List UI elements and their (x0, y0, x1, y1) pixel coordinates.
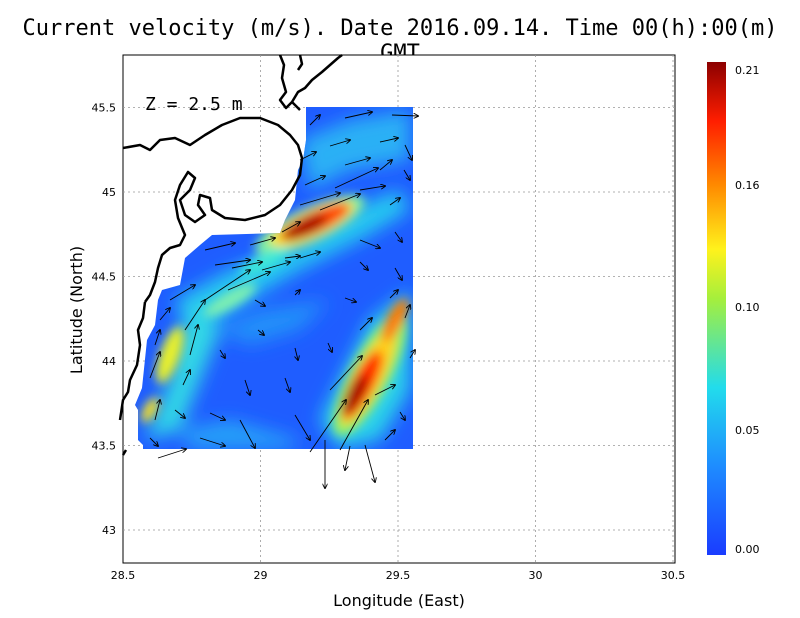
velocity-arrow (174, 409, 185, 418)
x-tick-label: 30.5 (661, 569, 686, 582)
velocity-arrow (294, 414, 310, 440)
velocity-arrow (227, 272, 270, 291)
colorbar-tick-label: 0.21 (735, 64, 760, 77)
velocity-arrow (374, 385, 395, 396)
velocity-arrow (344, 158, 370, 166)
velocity-arrow (204, 270, 250, 301)
velocity-arrow (334, 168, 378, 189)
velocity-arrow (184, 300, 205, 331)
velocity-arrow (403, 169, 410, 180)
velocity-arrow (391, 115, 418, 116)
velocity-arrow (214, 260, 250, 266)
x-tick-label: 30 (529, 569, 543, 582)
colorbar-tick-label: 0.16 (735, 179, 760, 192)
velocity-arrow (319, 194, 360, 211)
velocity-arrow (219, 349, 225, 358)
map-title: Current velocity (m/s). Date 2016.09.14.… (22, 16, 778, 66)
velocity-arrow (295, 347, 298, 360)
velocity-arrow (149, 352, 160, 379)
velocity-arrow (189, 325, 198, 356)
velocity-arrow (249, 238, 275, 246)
velocity-arrow (299, 152, 316, 161)
velocity-arrow (257, 329, 264, 335)
velocity-arrow (169, 285, 195, 301)
velocity-arrow (154, 330, 160, 346)
velocity-arrow (399, 411, 405, 420)
velocity-arrow (379, 138, 398, 143)
velocity-arrow (231, 262, 262, 269)
velocity-arrow (204, 243, 235, 251)
y-tick-label: 44 (102, 355, 116, 368)
velocity-arrow (359, 261, 368, 270)
x-tick-label: 29 (254, 569, 268, 582)
velocity-arrow (239, 419, 255, 448)
velocity-arrow (281, 222, 300, 233)
x-tick-label: 29.5 (386, 569, 411, 582)
velocity-arrow (182, 370, 190, 386)
colorbar-tick-label: 0.05 (735, 424, 760, 437)
velocity-arrow (199, 437, 225, 446)
velocity-arrow (304, 176, 325, 186)
velocity-arrow (389, 198, 400, 206)
velocity-arrow (339, 400, 368, 451)
velocity-arrow (209, 412, 225, 420)
y-tick-labels: 43 43.5 44 44.5 45 45.5 (92, 102, 117, 538)
y-axis-label: Latitude (North) (67, 246, 86, 374)
velocity-arrow (157, 449, 186, 459)
velocity-arrow (344, 112, 372, 119)
colorbar-tick-label: 0.10 (735, 301, 760, 314)
velocity-arrow (359, 186, 385, 191)
y-tick-label: 43.5 (92, 440, 117, 453)
velocity-arrow (359, 239, 380, 248)
velocity-arrow (254, 299, 265, 306)
velocity-arrow (389, 290, 398, 299)
x-axis-label: Longitude (East) (333, 591, 465, 610)
y-tick-label: 44.5 (92, 271, 117, 284)
velocity-arrow (244, 379, 250, 395)
velocity-arrow (149, 437, 158, 446)
velocity-arrow (294, 290, 300, 296)
velocity-arrow (309, 400, 346, 453)
velocity-arrow (344, 297, 356, 302)
velocity-arrow (394, 267, 402, 280)
velocity-arrow (359, 318, 372, 331)
velocity-arrow (404, 305, 410, 319)
velocity-arrow (404, 144, 412, 160)
velocity-arrow (284, 256, 300, 258)
velocity-arrows (149, 112, 418, 488)
velocity-arrow (154, 400, 160, 421)
colorbar-tick-label: 0.00 (735, 543, 760, 556)
velocity-arrow (379, 160, 392, 171)
velocity-arrow (394, 231, 402, 242)
colorbar (707, 62, 726, 555)
y-tick-label: 43 (102, 524, 116, 537)
velocity-arrow (329, 356, 362, 391)
velocity-arrow (345, 445, 351, 470)
velocity-arrow (364, 444, 375, 482)
y-tick-label: 45 (102, 186, 116, 199)
velocity-arrow (329, 140, 350, 147)
depth-label: Z = 2.5 m (145, 94, 243, 115)
velocity-arrow (299, 193, 340, 206)
colorbar-tick-labels: 0.00 0.05 0.10 0.16 0.21 (735, 64, 760, 556)
velocity-arrow (309, 115, 320, 126)
coastline (118, 54, 343, 456)
velocity-arrow (299, 252, 320, 259)
velocity-arrow (284, 377, 290, 392)
velocity-arrow (159, 308, 170, 321)
y-tick-label: 45.5 (92, 102, 117, 115)
velocity-arrow (261, 262, 290, 271)
x-tick-label: 28.5 (111, 569, 136, 582)
velocity-arrow (327, 342, 332, 352)
velocity-arrow (409, 350, 415, 359)
velocity-arrow (384, 430, 395, 441)
